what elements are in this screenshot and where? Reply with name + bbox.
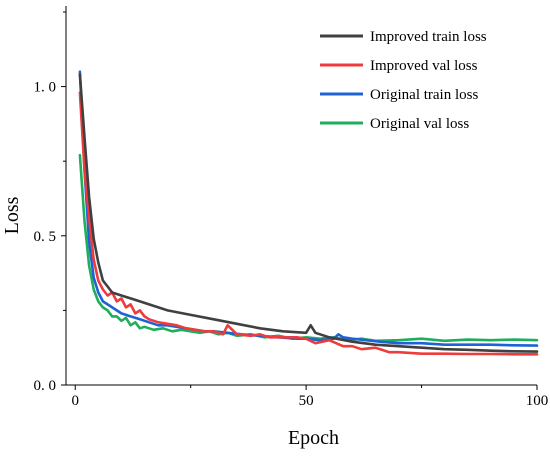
legend-label-original-val-loss: Original val loss	[370, 116, 469, 132]
series-line-improved-train-loss	[78, 73, 539, 353]
plot-area	[65, 6, 537, 386]
legend-label-improved-val-loss: Improved val loss	[370, 58, 478, 74]
legend-label-improved-train-loss: Improved train loss	[370, 29, 487, 45]
series-line-original-val-loss	[78, 153, 539, 343]
x-tick-label: 50	[299, 393, 314, 409]
y-tick-label: 1. 0	[34, 80, 57, 96]
x-axis-title: Epoch	[288, 427, 339, 449]
series-line-original-train-loss	[78, 70, 539, 347]
legend: Improved train loss Improved val loss Orig…	[320, 29, 487, 132]
legend-label-original-train-loss: Original train loss	[370, 87, 478, 103]
y-tick-label: 0. 0	[34, 378, 57, 394]
series-layer	[78, 70, 539, 356]
series-line-improved-val-loss	[78, 91, 539, 356]
x-tick-label: 100	[526, 393, 549, 409]
x-tick-label: 0	[71, 393, 79, 409]
x-axis: 0 50 100	[71, 385, 548, 409]
y-axis: 0. 0 0. 5 1. 0	[34, 11, 66, 394]
y-axis-title: Loss	[1, 196, 23, 234]
y-tick-label: 0. 5	[34, 229, 57, 245]
